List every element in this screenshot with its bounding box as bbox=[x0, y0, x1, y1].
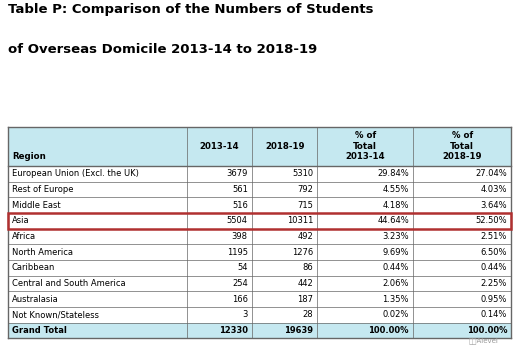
Text: 12330: 12330 bbox=[219, 326, 248, 335]
Text: Table P: Comparison of the Numbers of Students: Table P: Comparison of the Numbers of St… bbox=[8, 3, 373, 16]
Text: 254: 254 bbox=[232, 279, 248, 288]
Text: European Union (Excl. the UK): European Union (Excl. the UK) bbox=[12, 169, 139, 178]
Text: Region: Region bbox=[12, 152, 46, 161]
Text: 19639: 19639 bbox=[284, 326, 313, 335]
Bar bbox=[8, 291, 511, 307]
Text: 6.50%: 6.50% bbox=[481, 248, 507, 256]
Text: 100.00%: 100.00% bbox=[467, 326, 507, 335]
Text: 86: 86 bbox=[303, 263, 313, 272]
Bar bbox=[8, 229, 511, 244]
Text: 54: 54 bbox=[237, 263, 248, 272]
Text: 3: 3 bbox=[242, 310, 248, 319]
Text: Central and South America: Central and South America bbox=[12, 279, 126, 288]
Text: 3.23%: 3.23% bbox=[383, 232, 409, 241]
Text: 29.84%: 29.84% bbox=[377, 169, 409, 178]
Text: 2.25%: 2.25% bbox=[481, 279, 507, 288]
Bar bbox=[8, 213, 511, 229]
Text: 27.04%: 27.04% bbox=[475, 169, 507, 178]
Text: 0.44%: 0.44% bbox=[481, 263, 507, 272]
Text: 1195: 1195 bbox=[227, 248, 248, 256]
Text: 3679: 3679 bbox=[226, 169, 248, 178]
Text: 2018-19: 2018-19 bbox=[265, 142, 305, 151]
Bar bbox=[8, 307, 511, 323]
Text: Grand Total: Grand Total bbox=[12, 326, 67, 335]
Text: 28: 28 bbox=[303, 310, 313, 319]
Text: % of
Total
2018-19: % of Total 2018-19 bbox=[442, 132, 482, 161]
Bar bbox=[8, 213, 511, 229]
Text: Rest of Europe: Rest of Europe bbox=[12, 185, 73, 194]
Bar bbox=[8, 244, 511, 260]
Text: North America: North America bbox=[12, 248, 73, 256]
Bar bbox=[8, 181, 511, 197]
Text: 0.02%: 0.02% bbox=[383, 310, 409, 319]
Text: 516: 516 bbox=[232, 201, 248, 210]
Text: 100.00%: 100.00% bbox=[368, 326, 409, 335]
Text: 4.55%: 4.55% bbox=[383, 185, 409, 194]
Text: Caribbean: Caribbean bbox=[12, 263, 56, 272]
Text: 2.06%: 2.06% bbox=[383, 279, 409, 288]
Text: % of
Total
2013-14: % of Total 2013-14 bbox=[346, 132, 385, 161]
Text: 5504: 5504 bbox=[227, 216, 248, 225]
Text: 0.44%: 0.44% bbox=[383, 263, 409, 272]
Text: 398: 398 bbox=[232, 232, 248, 241]
Text: 2013-14: 2013-14 bbox=[199, 142, 239, 151]
Text: 5310: 5310 bbox=[292, 169, 313, 178]
Text: of Overseas Domicile 2013-14 to 2018-19: of Overseas Domicile 2013-14 to 2018-19 bbox=[8, 43, 317, 56]
Text: 4.18%: 4.18% bbox=[383, 201, 409, 210]
Bar bbox=[8, 260, 511, 276]
Bar bbox=[8, 323, 511, 338]
Text: 492: 492 bbox=[297, 232, 313, 241]
Text: Not Known/Stateless: Not Known/Stateless bbox=[12, 310, 99, 319]
Text: 10311: 10311 bbox=[287, 216, 313, 225]
Text: 9.69%: 9.69% bbox=[383, 248, 409, 256]
Bar bbox=[8, 127, 511, 166]
Text: 166: 166 bbox=[232, 295, 248, 304]
Text: 1276: 1276 bbox=[292, 248, 313, 256]
Text: 52.50%: 52.50% bbox=[475, 216, 507, 225]
Text: 4.03%: 4.03% bbox=[481, 185, 507, 194]
Bar bbox=[8, 276, 511, 291]
Text: 1.35%: 1.35% bbox=[383, 295, 409, 304]
Bar bbox=[8, 166, 511, 181]
Text: 我爱Alevel: 我爱Alevel bbox=[468, 337, 498, 344]
Text: 44.64%: 44.64% bbox=[377, 216, 409, 225]
Text: 715: 715 bbox=[297, 201, 313, 210]
Text: Africa: Africa bbox=[12, 232, 36, 241]
Text: Australasia: Australasia bbox=[12, 295, 59, 304]
Text: 187: 187 bbox=[297, 295, 313, 304]
Text: 561: 561 bbox=[232, 185, 248, 194]
Text: 0.14%: 0.14% bbox=[481, 310, 507, 319]
Bar bbox=[8, 197, 511, 213]
Text: 792: 792 bbox=[297, 185, 313, 194]
Text: Asia: Asia bbox=[12, 216, 30, 225]
Text: 442: 442 bbox=[297, 279, 313, 288]
Text: 0.95%: 0.95% bbox=[481, 295, 507, 304]
Text: Middle East: Middle East bbox=[12, 201, 61, 210]
Text: 2.51%: 2.51% bbox=[481, 232, 507, 241]
Text: 3.64%: 3.64% bbox=[481, 201, 507, 210]
